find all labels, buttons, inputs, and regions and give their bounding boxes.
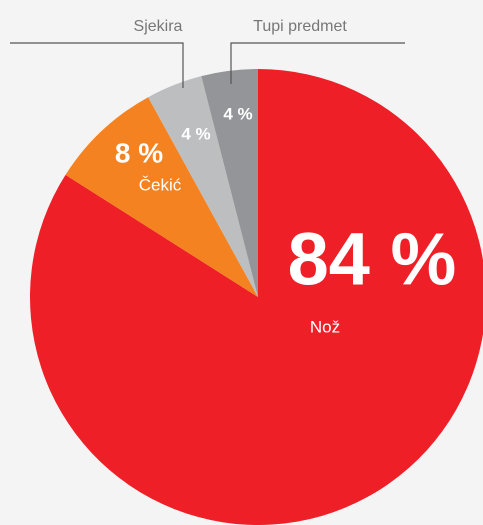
value-label: 4 % — [223, 104, 252, 123]
value-label: 8 % — [115, 137, 163, 168]
pie-slice — [30, 69, 483, 525]
category-label: Čekić — [139, 175, 182, 194]
category-label: Tupi predmet — [253, 18, 347, 35]
value-label: 84 % — [288, 218, 457, 301]
pie-slice — [65, 97, 259, 297]
leader-line — [230, 42, 405, 84]
value-label: 4 % — [181, 124, 210, 143]
pie-slice — [201, 69, 258, 297]
category-label: Sjekira — [134, 18, 183, 35]
leader-line — [10, 42, 184, 88]
category-label: Nož — [310, 317, 340, 336]
pie-slice — [148, 76, 258, 297]
